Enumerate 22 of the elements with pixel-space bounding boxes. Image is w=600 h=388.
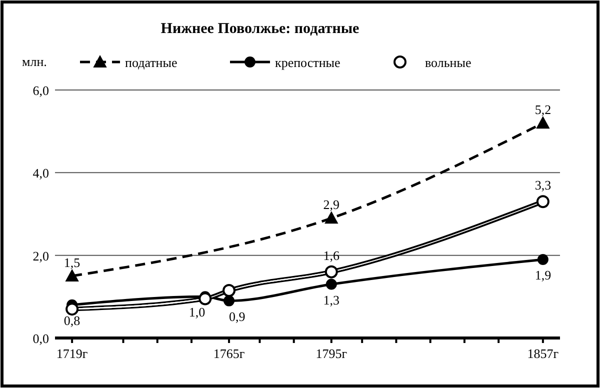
y-tick-label: 4,0 [32, 166, 49, 181]
data-label: 3,3 [534, 178, 552, 193]
legend-label: податные [125, 55, 178, 70]
legend-label: вольные [425, 55, 472, 70]
data-label: 0,9 [229, 308, 246, 324]
y-tick-label: 6,0 [32, 83, 49, 98]
data-label: 1,0 [188, 304, 206, 320]
legend-label: крепостные [275, 55, 341, 70]
data-label: 1,9 [534, 267, 552, 282]
x-tick-label: 1765г [213, 346, 245, 361]
y-axis-title: млн. [22, 54, 47, 69]
x-tick-label: 1719г [56, 346, 88, 361]
chart-title: Нижнее Поволжье: податные [160, 21, 360, 37]
data-label: 0,8 [64, 312, 80, 328]
y-tick-label: 2,0 [32, 248, 49, 264]
data-label: 1,3 [323, 292, 340, 308]
y-tick-label: 0,0 [32, 331, 49, 346]
data-label: 5,2 [534, 102, 552, 118]
data-label: 1,5 [64, 255, 80, 270]
data-label: 2,9 [323, 197, 340, 212]
x-tick-label: 1795г [316, 346, 348, 361]
x-tick-label: 1857г [527, 346, 559, 361]
